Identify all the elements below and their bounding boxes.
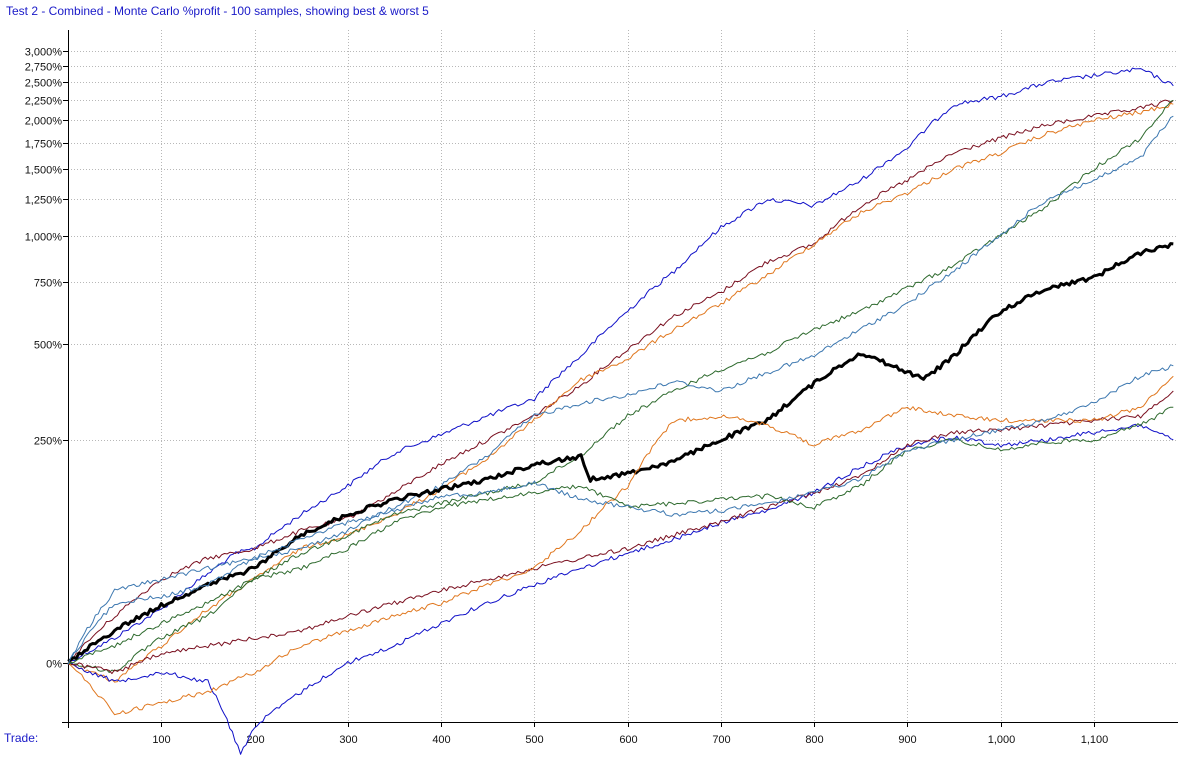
y-tick-label: 1,000%: [25, 232, 63, 244]
y-tick-label: 1,750%: [25, 139, 63, 151]
x-tick-label: 600: [619, 734, 637, 746]
x-tick-label: 400: [432, 734, 450, 746]
series-line-0: [67, 67, 1174, 665]
x-tick-label: 300: [339, 734, 357, 746]
grid-lines: [68, 30, 1178, 722]
x-tick-label: 900: [898, 734, 916, 746]
x-tick-label: 500: [525, 734, 543, 746]
x-tick-label: 1,100: [1081, 734, 1109, 746]
series-line-6: [67, 423, 1174, 755]
series-line-8: [67, 375, 1174, 716]
series-line-3: [67, 99, 1174, 673]
axes: [62, 30, 1178, 728]
series-line-4: [67, 115, 1174, 665]
chart-title: Test 2 - Combined - Monte Carlo %profit …: [6, 4, 429, 18]
series-line-1: [68, 99, 1174, 663]
series-line-2: [67, 102, 1174, 683]
y-tick-label: 3,000%: [25, 47, 63, 59]
x-tick-label: 200: [246, 734, 264, 746]
y-tick-label: 2,750%: [25, 62, 63, 74]
y-tick-labels: 0% 250% 500% 750% 1,000% 1,250% 1,500% 1,750% 2,…: [25, 47, 63, 671]
y-tick-label: 500%: [34, 340, 62, 352]
y-tick-label: 0%: [46, 659, 62, 671]
y-tick-label: 1,500%: [25, 165, 63, 177]
x-tick-labels: 100 200 300 400 500 600 700 800 900 1,000 1,100: [152, 734, 1108, 746]
x-tick-label: 1,000: [988, 734, 1016, 746]
x-tick-label: 800: [805, 734, 823, 746]
x-tick-label: 100: [152, 734, 170, 746]
y-tick-label: 2,000%: [25, 116, 63, 128]
x-tick-label: 700: [712, 734, 730, 746]
x-axis-caption: Trade:: [4, 731, 39, 745]
y-tick-label: 2,500%: [25, 78, 63, 90]
series-line-9: [67, 406, 1174, 665]
series-line-median: [67, 242, 1174, 663]
y-tick-label: 750%: [34, 278, 62, 290]
series-lines: [67, 67, 1174, 755]
y-tick-label: 250%: [34, 436, 62, 448]
series-line-7: [67, 390, 1174, 675]
series-line-10: [67, 364, 1174, 665]
y-tick-label: 1,250%: [25, 195, 63, 207]
y-tick-label: 2,250%: [25, 96, 63, 108]
